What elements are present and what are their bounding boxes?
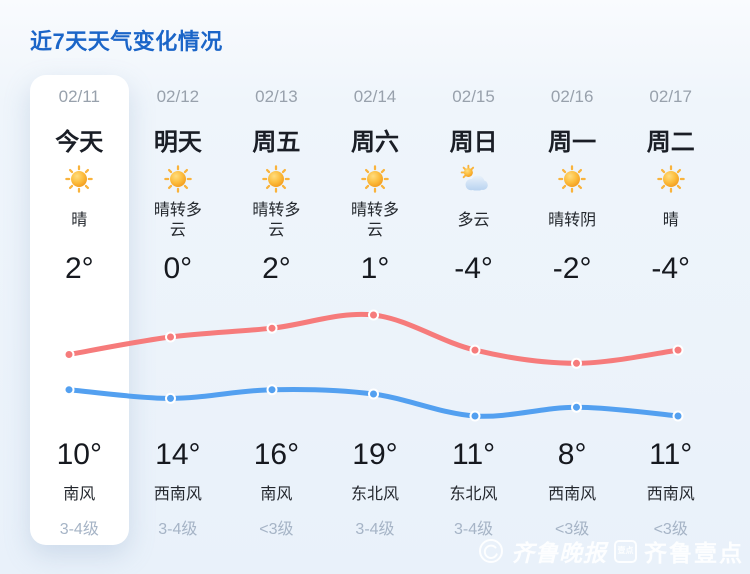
- low-temp: -4°: [651, 252, 691, 285]
- wind-direction: 东北风: [350, 486, 399, 503]
- day-column[interactable]: 02/12 明天 晴转多云 0° 14° 西南风 3-4级: [129, 75, 228, 545]
- day-column[interactable]: 02/14 周六 晴转多云 1° 19° 东北风 3-4级: [326, 75, 425, 545]
- forecast-columns: 02/11 今天 晴 2° 10° 南风 3-4级 02/12 明天 晴转多云 …: [30, 75, 720, 545]
- sunny-icon: [621, 159, 720, 199]
- weather-desc: 晴转多云: [153, 202, 202, 239]
- date-label: 02/17: [649, 87, 692, 106]
- wind-level: 3-4级: [158, 521, 198, 538]
- wind-level: <3级: [555, 521, 590, 538]
- date-label: 02/12: [156, 87, 200, 106]
- date-label: 02/16: [550, 87, 594, 106]
- low-temp: 1°: [360, 252, 390, 285]
- weather-desc: 晴转多云: [252, 202, 301, 239]
- high-temp: 11°: [649, 438, 693, 471]
- high-temp: 19°: [352, 438, 398, 471]
- sunny-icon: [523, 159, 622, 199]
- day-name: 今天: [55, 128, 104, 156]
- date-label: 02/11: [58, 87, 100, 106]
- day-name: 周五: [252, 128, 301, 156]
- yidian-badge-icon: 壹点: [614, 539, 637, 563]
- weather-desc: 晴: [71, 212, 88, 229]
- high-temp: 14°: [155, 438, 201, 471]
- day-name: 周二: [646, 128, 695, 156]
- wind-level: 3-4级: [453, 521, 494, 538]
- watermark-script-text: 齐鲁晚报: [511, 540, 607, 566]
- chart-spacer: [523, 295, 622, 435]
- yidian-badge-text: 壹点: [617, 546, 634, 555]
- weather-desc: 晴转多云: [350, 202, 399, 239]
- day-name: 周日: [449, 128, 498, 156]
- wind-level: 3-4级: [59, 521, 99, 538]
- chart-spacer: [129, 295, 228, 435]
- wind-direction: 西南风: [153, 486, 202, 503]
- chart-spacer: [621, 295, 720, 435]
- weather-desc: 晴转阴: [548, 212, 597, 229]
- chart-spacer: [424, 295, 523, 435]
- wind-direction: 南风: [260, 486, 293, 503]
- day-name: 明天: [153, 128, 202, 156]
- day-column-today[interactable]: 02/11 今天 晴 2° 10° 南风 3-4级: [30, 75, 129, 545]
- date-label: 02/13: [255, 87, 298, 106]
- sunny-icon: [227, 159, 326, 199]
- sunny-icon: [30, 159, 129, 199]
- low-temp: 2°: [262, 252, 291, 285]
- wind-direction: 东北风: [449, 486, 498, 503]
- qilu-evening-news-logo-icon: [479, 539, 503, 563]
- day-column[interactable]: 02/17 周二 晴 -4° 11° 西南风 <3级: [621, 75, 720, 545]
- date-label: 02/14: [353, 87, 397, 106]
- day-column[interactable]: 02/13 周五 晴转多云 2° 16° 南风 <3级: [227, 75, 326, 545]
- wind-direction: 西南风: [548, 486, 597, 503]
- wind-level: <3级: [653, 521, 688, 538]
- wind-level: 3-4级: [355, 521, 395, 538]
- wind-direction: 南风: [63, 486, 96, 503]
- low-temp: -2°: [552, 252, 592, 285]
- day-column[interactable]: 02/16 周一 晴转阴 -2° 8° 西南风 <3级: [523, 75, 622, 545]
- weather-desc: 多云: [457, 212, 490, 229]
- weather-desc: 晴: [662, 212, 679, 229]
- chart-spacer: [326, 295, 425, 435]
- wind-level: <3级: [259, 521, 294, 538]
- high-temp: 16°: [253, 438, 300, 471]
- sunny-icon: [129, 159, 228, 199]
- day-name: 周六: [350, 128, 399, 156]
- watermark-bold-text: 齐鲁壹点: [644, 540, 744, 566]
- low-temp: 2°: [64, 252, 94, 285]
- partly-cloudy-icon: [424, 159, 523, 199]
- watermark: 齐鲁晚报 壹点 齐鲁壹点: [478, 534, 744, 568]
- low-temp: 0°: [163, 252, 193, 285]
- low-temp: -4°: [454, 252, 493, 285]
- sunny-icon: [326, 159, 425, 199]
- day-name: 周一: [548, 128, 597, 156]
- page-title: 近7天天气变化情况: [30, 29, 223, 54]
- chart-spacer: [227, 295, 326, 435]
- day-column[interactable]: 02/15 周日 多云 -4° 11° 东北风 3-4级: [424, 75, 523, 545]
- wind-direction: 西南风: [646, 486, 695, 503]
- high-temp: 8°: [557, 438, 587, 471]
- chart-spacer: [30, 295, 129, 435]
- high-temp: 10°: [56, 438, 102, 471]
- high-temp: 11°: [451, 438, 496, 471]
- date-label: 02/15: [452, 87, 495, 106]
